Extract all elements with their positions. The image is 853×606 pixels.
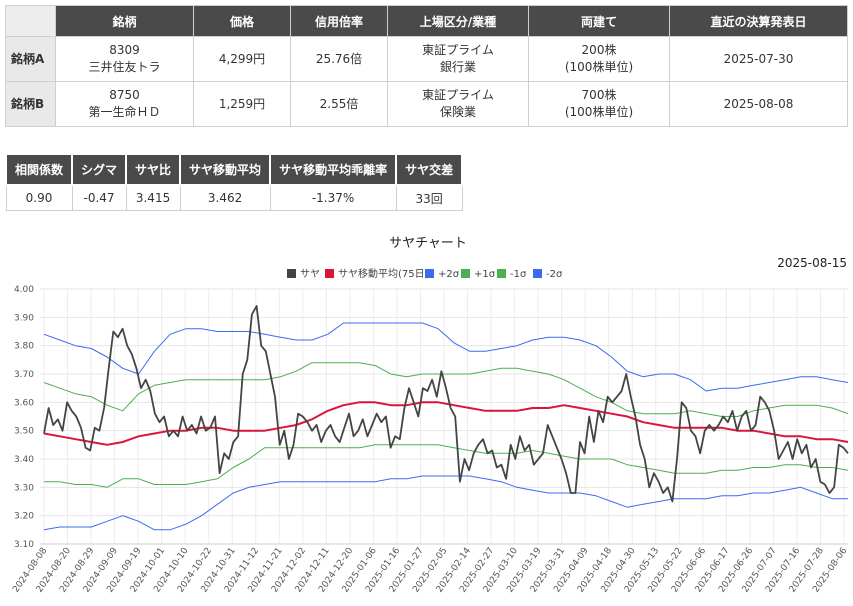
legend-label: -1σ: [510, 269, 527, 280]
y-tick-label: 3.50: [14, 427, 34, 437]
stock-header-row: 銘柄 価格 信用倍率 上場区分/業種 両建て 直近の決算発表日: [5, 5, 848, 37]
chart-legend: サヤ サヤ移動平均(75日) +2σ +1σ -1σ -2σ: [287, 267, 563, 280]
both-cell: 200株 (100株単位): [528, 36, 670, 82]
sigma-value: -0.47: [71, 184, 127, 211]
stock-info-table: 銘柄 価格 信用倍率 上場区分/業種 両建て 直近の決算発表日 銘柄A 8309…: [5, 5, 848, 127]
series-line-1: [43, 401, 849, 446]
header-margin-ratio: 信用倍率: [290, 5, 388, 37]
header-spread-ma: サヤ移動平均: [179, 153, 272, 186]
stats-value-row: 0.90 -0.47 3.415 3.462 -1.37% 33回: [5, 184, 463, 211]
stock-name: 第一生命ＨＤ: [88, 105, 161, 119]
header-corner: [5, 5, 56, 37]
legend-label: +2σ: [438, 269, 460, 280]
series-line-2: [43, 322, 849, 392]
both-cell: 700株 (100株単位): [528, 81, 670, 127]
spread-ma-value: 3.462: [179, 184, 271, 211]
row-label: 銘柄A: [5, 36, 56, 82]
y-tick-label: 3.20: [14, 512, 34, 522]
legend-label: サヤ移動平均(75日): [338, 267, 429, 280]
price-cell: 1,259円: [193, 81, 291, 127]
y-tick-label: 3.70: [14, 370, 34, 380]
x-axis: 2024-08-082024-08-202024-08-292024-09-09…: [11, 543, 850, 595]
chart-series: [43, 305, 849, 531]
legend-label: サヤ: [300, 268, 320, 280]
y-tick-label: 4.00: [14, 285, 34, 295]
y-axis: 4.00 3.90 3.80 3.70 3.60 3.50 3.40 3.30 3.20 3.10: [14, 285, 34, 550]
stock-name: 三井住友トラ: [88, 60, 161, 74]
stock-cell: 8309 三井住友トラ: [55, 36, 194, 82]
header-market-industry: 上場区分/業種: [387, 5, 529, 37]
margin-ratio-cell: 25.76倍: [290, 36, 388, 82]
price-cell: 4,299円: [193, 36, 291, 82]
legend-swatch: [287, 269, 296, 278]
market-cell: 東証プライム 銀行業: [387, 36, 529, 82]
stock-cell: 8750 第一生命ＨＤ: [55, 81, 194, 127]
spread-ratio-value: 3.415: [125, 184, 181, 211]
spread-chart: サヤチャート 2025-08-15 サヤ サヤ移動平均(75日) +2σ +1σ -1σ…: [11, 236, 850, 595]
y-tick-label: 3.60: [14, 398, 34, 408]
both-shares: 200株: [581, 43, 617, 57]
legend-swatch: [425, 269, 434, 278]
table-row: 銘柄A 8309 三井住友トラ 4,299円 25.76倍 東証プライム 銀行業…: [5, 36, 848, 82]
y-tick-label: 3.40: [14, 455, 34, 465]
market-name: 東証プライム: [422, 88, 494, 102]
legend-swatch: [533, 269, 542, 278]
y-tick-label: 3.90: [14, 313, 34, 323]
market-cell: 東証プライム 保険業: [387, 81, 529, 127]
legend-label: +1σ: [474, 269, 496, 280]
share-unit: (100株単位): [564, 60, 634, 74]
legend-swatch: [497, 269, 506, 278]
row-label: 銘柄B: [5, 81, 56, 127]
stock-code: 8309: [109, 43, 140, 57]
stats-header-row: 相関係数 シグマ サヤ比 サヤ移動平均 サヤ移動平均乖離率 サヤ交差: [4, 153, 464, 186]
stock-code: 8750: [109, 88, 140, 102]
legend-swatch: [325, 269, 334, 278]
chart-title: サヤチャート: [389, 236, 467, 251]
industry-name: 保険業: [439, 105, 476, 119]
share-unit: (100株単位): [564, 105, 634, 119]
y-tick-label: 3.30: [14, 483, 34, 493]
header-correlation: 相関係数: [4, 153, 74, 186]
spread-cross-value: 33回: [395, 184, 463, 211]
y-tick-label: 3.10: [14, 540, 34, 550]
stats-table: 相関係数 シグマ サヤ比 サヤ移動平均 サヤ移動平均乖離率 サヤ交差 0.90 …: [4, 153, 464, 211]
header-stock: 銘柄: [55, 5, 194, 37]
series-line-4: [44, 444, 849, 488]
header-spread-cross: サヤ交差: [395, 153, 464, 186]
series-line-0: [43, 305, 849, 503]
series-line-5: [43, 475, 848, 531]
header-price: 価格: [193, 5, 291, 37]
margin-ratio-cell: 2.55倍: [290, 81, 388, 127]
series-line-3: [43, 362, 849, 417]
header-spread-ratio: サヤ比: [125, 153, 182, 186]
header-spread-ma-deviation: サヤ移動平均乖離率: [269, 153, 398, 186]
legend-swatch: [461, 269, 470, 278]
table-row: 銘柄B 8750 第一生命ＨＤ 1,259円 2.55倍 東証プライム 保険業 …: [5, 81, 848, 127]
y-tick-label: 3.80: [14, 342, 34, 352]
correlation-value: 0.90: [5, 184, 73, 211]
header-earnings-date: 直近の決算発表日: [669, 5, 848, 37]
market-name: 東証プライム: [422, 43, 494, 57]
legend-label: -2σ: [546, 269, 563, 280]
earnings-date-cell: 2025-08-08: [669, 81, 848, 127]
header-both: 両建て: [528, 5, 670, 37]
header-sigma: シグマ: [71, 153, 128, 186]
chart-date-label: 2025-08-15: [777, 256, 847, 270]
spread-ma-deviation-value: -1.37%: [269, 184, 397, 211]
industry-name: 銀行業: [439, 60, 476, 74]
both-shares: 700株: [581, 88, 617, 102]
earnings-date-cell: 2025-07-30: [669, 36, 848, 82]
